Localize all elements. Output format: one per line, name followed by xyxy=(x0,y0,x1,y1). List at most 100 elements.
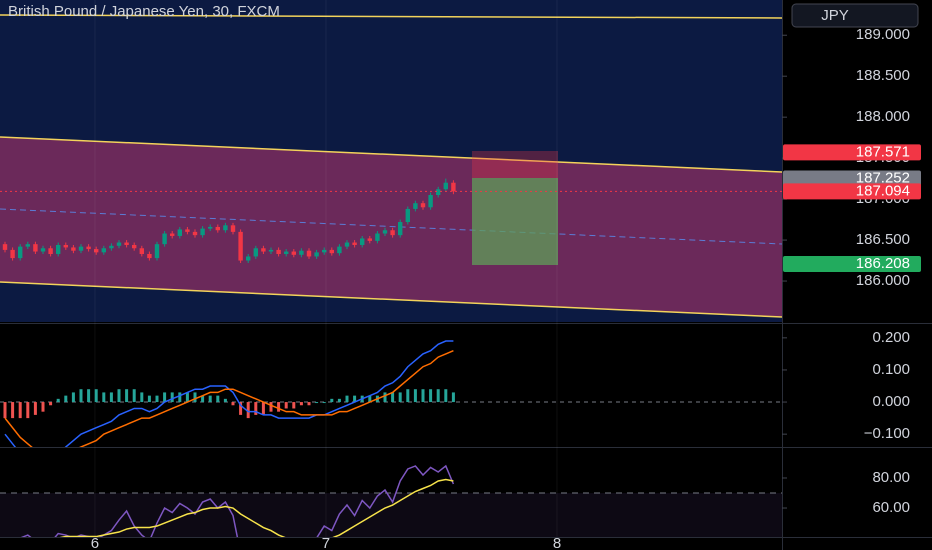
histogram-bar xyxy=(406,389,410,403)
histogram-bar xyxy=(147,395,151,403)
candle-body xyxy=(94,249,99,253)
channel-lower xyxy=(0,281,783,318)
histogram-bar xyxy=(451,392,455,403)
y-tick-label: 0.100 xyxy=(872,361,910,378)
candle-body xyxy=(352,242,357,245)
y-tick-label: 60.00 xyxy=(872,499,910,516)
histogram-bar xyxy=(79,389,83,403)
candle-body xyxy=(208,226,213,229)
indicator-line xyxy=(4,349,454,447)
candle-body xyxy=(10,249,15,259)
histogram-bar xyxy=(307,402,311,406)
candle-body xyxy=(132,244,137,249)
candle-body xyxy=(185,229,190,232)
candle-body xyxy=(33,244,38,252)
histogram-bar xyxy=(94,389,98,403)
histogram-bar xyxy=(322,402,326,404)
candle-body xyxy=(314,252,319,257)
histogram-bar xyxy=(41,402,45,412)
candle-body xyxy=(443,182,448,190)
candle-body xyxy=(390,230,395,236)
candle-body xyxy=(124,242,129,245)
y-tick-label: 186.500 xyxy=(856,231,910,248)
candle-body xyxy=(268,249,274,252)
histogram-bar xyxy=(49,402,53,406)
candle-body xyxy=(329,249,334,254)
histogram-bar xyxy=(64,395,68,403)
histogram-bar xyxy=(239,402,243,415)
histogram-bar xyxy=(185,392,189,403)
histogram-bar xyxy=(421,389,425,403)
candle-body xyxy=(2,244,8,250)
candle-body xyxy=(147,253,152,259)
candle-body xyxy=(101,248,106,253)
price-tag xyxy=(783,183,921,200)
currency-label[interactable]: JPY xyxy=(821,7,849,24)
candle-body xyxy=(86,246,91,250)
candle-body xyxy=(344,242,350,247)
channel-mid xyxy=(0,208,783,245)
histogram-bar xyxy=(132,389,136,403)
histogram-bar xyxy=(163,392,167,403)
histogram-bar xyxy=(246,402,250,419)
indicator-line xyxy=(59,478,454,537)
histogram-bar xyxy=(208,395,212,403)
histogram-bar xyxy=(33,402,37,415)
histogram-bar xyxy=(223,398,227,403)
candle-body xyxy=(337,246,342,254)
histogram-bar xyxy=(87,389,91,403)
candle-body xyxy=(78,246,84,251)
histogram-bar xyxy=(216,395,220,403)
candle-body xyxy=(40,248,46,252)
histogram-bar xyxy=(315,402,319,404)
candle-body xyxy=(223,225,228,231)
rsi-series xyxy=(0,464,782,537)
histogram-bar xyxy=(368,395,372,403)
candle-body xyxy=(451,182,456,192)
x-tick-label: 7 xyxy=(322,535,330,550)
y-tick-label: 189.000 xyxy=(856,26,910,43)
candle-body xyxy=(405,208,410,223)
y-tick-label: 186.000 xyxy=(856,272,910,289)
candle-body xyxy=(215,226,220,231)
price-tag xyxy=(783,170,921,187)
y-tick-label: 80.00 xyxy=(872,469,910,486)
candle-body xyxy=(428,195,433,208)
candle-body xyxy=(360,238,365,245)
candle-body xyxy=(413,203,418,209)
histogram-bar xyxy=(178,392,182,403)
price-tag-label: 187.571 xyxy=(856,143,910,160)
histogram-bar xyxy=(337,398,341,403)
x-tick-label: 8 xyxy=(553,535,561,550)
resistance-line xyxy=(0,14,783,19)
candle-body xyxy=(200,228,205,236)
histogram-bar xyxy=(429,389,433,403)
candle-body xyxy=(238,231,243,261)
candle-body xyxy=(398,222,403,236)
y-tick-label: 0.200 xyxy=(872,329,910,346)
histogram-bar xyxy=(201,395,205,403)
candle-body xyxy=(375,233,380,241)
target-zone xyxy=(472,178,558,265)
histogram-bar xyxy=(284,402,288,409)
channel-upper xyxy=(0,136,783,173)
price-tag xyxy=(783,255,921,272)
histogram-bar xyxy=(109,392,113,403)
histogram-bar xyxy=(330,398,334,403)
histogram-bar xyxy=(170,392,174,403)
price-series xyxy=(2,178,456,264)
candle-body xyxy=(420,203,426,208)
candle-body xyxy=(18,246,23,259)
chart-title: British Pound / Japanese Yen, 30, FXCM xyxy=(8,3,280,20)
histogram-bar xyxy=(277,402,281,412)
candle-body xyxy=(25,244,30,247)
price-tag xyxy=(783,144,921,161)
x-tick-label: 6 xyxy=(91,535,99,550)
candle-body xyxy=(306,250,312,257)
histogram-bar xyxy=(436,389,440,403)
y-tick-label: 188.000 xyxy=(856,108,910,125)
candle-body xyxy=(56,244,61,254)
candle-body xyxy=(261,248,266,252)
currency-button[interactable] xyxy=(791,3,919,28)
